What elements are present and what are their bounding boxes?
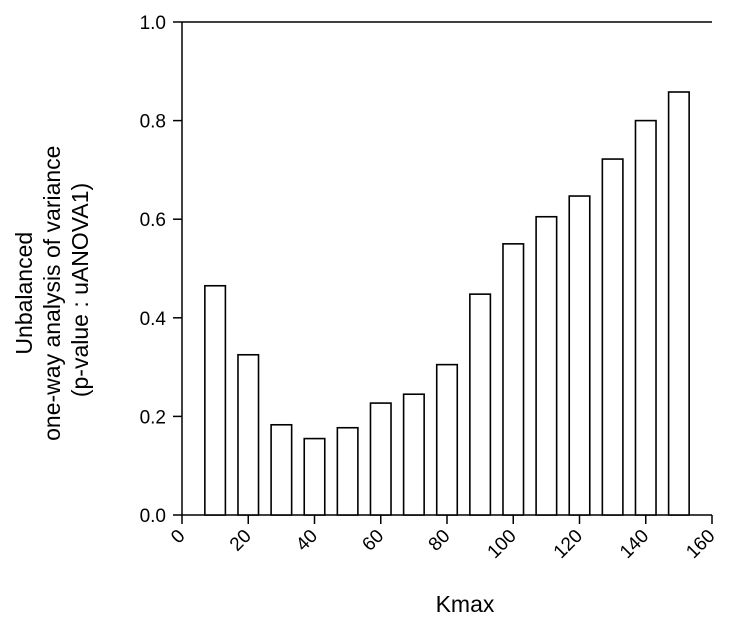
y-tick-label: 0.6 — [140, 210, 166, 231]
bar — [435, 363, 459, 516]
bars — [204, 91, 690, 516]
x-tick-label: 120 — [550, 526, 587, 563]
y-tick-label: 0.0 — [140, 506, 166, 527]
bar — [634, 119, 657, 516]
bar — [402, 393, 425, 516]
y-tick-label: 0.4 — [140, 309, 167, 330]
y-axis-title: Unbalanced one-way analysis of variance … — [11, 139, 93, 441]
bar — [568, 195, 591, 516]
x-axis-title: Kmax — [436, 591, 495, 617]
bar — [601, 158, 624, 516]
bar — [237, 353, 260, 516]
bar — [469, 293, 492, 516]
x-tick-label: 160 — [682, 526, 719, 563]
bar — [270, 423, 293, 516]
bar — [667, 91, 690, 516]
x-tick-label: 60 — [358, 526, 388, 556]
x-tick-label: 40 — [292, 526, 322, 556]
bar — [502, 243, 525, 516]
y-axis-title-line-2: one-way analysis of variance — [39, 146, 65, 441]
x-tick-label: 80 — [425, 526, 455, 556]
y-tick-label: 0.2 — [140, 407, 166, 428]
y-tick-label: 1.0 — [140, 13, 166, 34]
x-tick-label: 0 — [167, 526, 189, 548]
tick-labels: 0.0 0.2 0.4 0.6 0.8 1.0 0 20 40 60 80 100 120 140 160 — [140, 13, 720, 563]
y-tick-label: 0.8 — [140, 112, 166, 133]
y-axis-title-line-1: Unbalanced — [11, 232, 37, 355]
x-tick-label: 100 — [484, 526, 521, 563]
bar — [303, 437, 326, 516]
bar — [535, 215, 558, 516]
bar — [204, 284, 227, 516]
bar — [336, 426, 359, 516]
y-axis-title-line-3: (p-value : uANOVA1) — [67, 183, 93, 397]
x-tick-label: 20 — [226, 526, 256, 556]
x-tick-label: 140 — [616, 526, 653, 563]
bar — [369, 402, 392, 516]
